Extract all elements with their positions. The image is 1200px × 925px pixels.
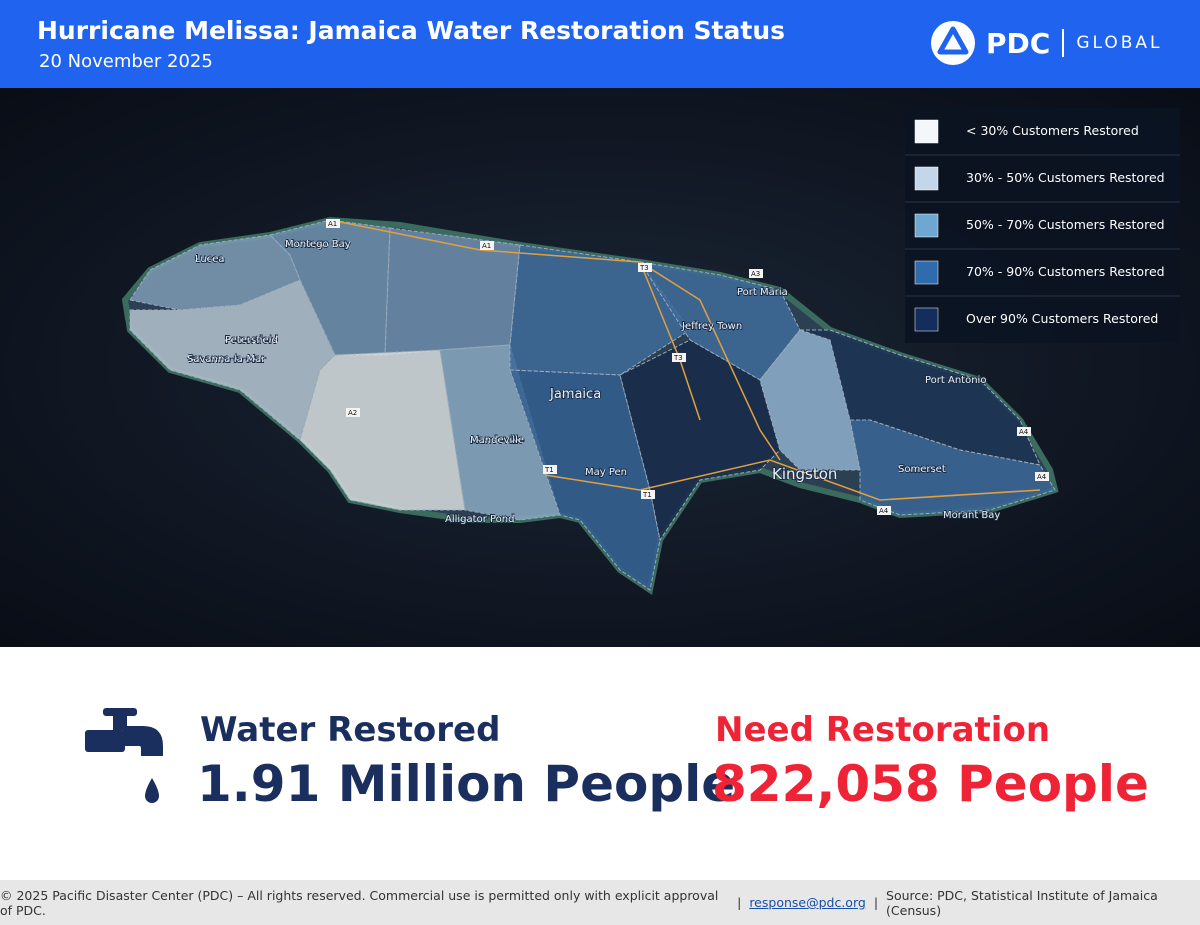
legend-label: 30% - 50% Customers Restored bbox=[966, 170, 1165, 185]
map-labels: Montego Bay Lucea Petersfield Savanna-la… bbox=[186, 219, 1049, 526]
needed-value: 822,058 People bbox=[712, 755, 1149, 813]
place-label: Petersfield bbox=[225, 335, 278, 346]
needed-label: Need Restoration bbox=[715, 710, 1051, 750]
road-label: A4 bbox=[1037, 473, 1047, 481]
legend-label: Over 90% Customers Restored bbox=[966, 311, 1158, 326]
footer: © 2025 Pacific Disaster Center (PDC) – A… bbox=[0, 880, 1200, 925]
road-label: A1 bbox=[328, 220, 337, 228]
date: 20 November 2025 bbox=[39, 51, 213, 72]
legend-swatch bbox=[914, 307, 939, 332]
legend-label: 50% - 70% Customers Restored bbox=[966, 217, 1165, 232]
logo: PDC GLOBAL bbox=[930, 18, 1163, 68]
road-label: A2 bbox=[348, 409, 357, 417]
legend: < 30% Customers Restored 30% - 50% Custom… bbox=[905, 108, 1180, 343]
restored-value: 1.91 Million People bbox=[197, 755, 736, 813]
road-label: T3 bbox=[639, 264, 649, 272]
place-label: Port Maria bbox=[737, 287, 788, 298]
road-label: A1 bbox=[482, 242, 491, 250]
road-label: T3 bbox=[673, 354, 683, 362]
logo-divider bbox=[1062, 29, 1065, 57]
legend-box bbox=[905, 108, 1180, 343]
header: Hurricane Melissa: Jamaica Water Restora… bbox=[0, 0, 1200, 88]
legend-label: < 30% Customers Restored bbox=[966, 123, 1139, 138]
separator: | bbox=[873, 895, 879, 910]
legend-swatch bbox=[914, 260, 939, 285]
place-label: Jeffrey Town bbox=[681, 321, 742, 332]
place-label: Mandeville bbox=[470, 435, 524, 446]
place-label: May Pen bbox=[585, 467, 627, 478]
road-label: T1 bbox=[544, 466, 554, 474]
title: Hurricane Melissa: Jamaica Water Restora… bbox=[37, 16, 786, 45]
legend-swatch bbox=[914, 213, 939, 238]
road-label: A4 bbox=[879, 507, 889, 515]
logo-brand: PDC bbox=[986, 26, 1051, 60]
logo-suffix: GLOBAL bbox=[1076, 33, 1163, 53]
legend-swatch bbox=[914, 166, 939, 191]
place-label: Jamaica bbox=[549, 387, 601, 402]
road-label: A3 bbox=[751, 270, 760, 278]
email-link[interactable]: response@pdc.org bbox=[749, 895, 866, 910]
logo-icon bbox=[931, 21, 975, 65]
source: Source: PDC, Statistical Institute of Ja… bbox=[886, 887, 1158, 918]
separator: | bbox=[737, 895, 742, 910]
road-label: A4 bbox=[1019, 428, 1029, 436]
road-label: T1 bbox=[642, 491, 652, 499]
stats: Water Restored 1.91 Million People Need … bbox=[0, 700, 1200, 830]
place-label: Morant Bay bbox=[943, 510, 1000, 521]
place-label: Port Antonio bbox=[925, 375, 986, 386]
legend-swatch bbox=[914, 119, 939, 144]
place-label: Lucea bbox=[195, 254, 225, 265]
restored-label: Water Restored bbox=[200, 710, 501, 750]
legend-label: 70% - 90% Customers Restored bbox=[966, 264, 1165, 279]
tap-icon bbox=[85, 708, 163, 803]
place-label: Alligator Pond bbox=[445, 514, 514, 525]
map: Montego Bay Lucea Petersfield Savanna-la… bbox=[0, 88, 1200, 647]
place-label: Kingston bbox=[772, 465, 837, 483]
place-label: Savanna-la-Mar bbox=[187, 354, 266, 365]
place-label: Montego Bay bbox=[285, 239, 351, 250]
place-label: Somerset bbox=[898, 464, 946, 475]
copyright: © 2025 Pacific Disaster Center (PDC) – A… bbox=[0, 887, 719, 918]
